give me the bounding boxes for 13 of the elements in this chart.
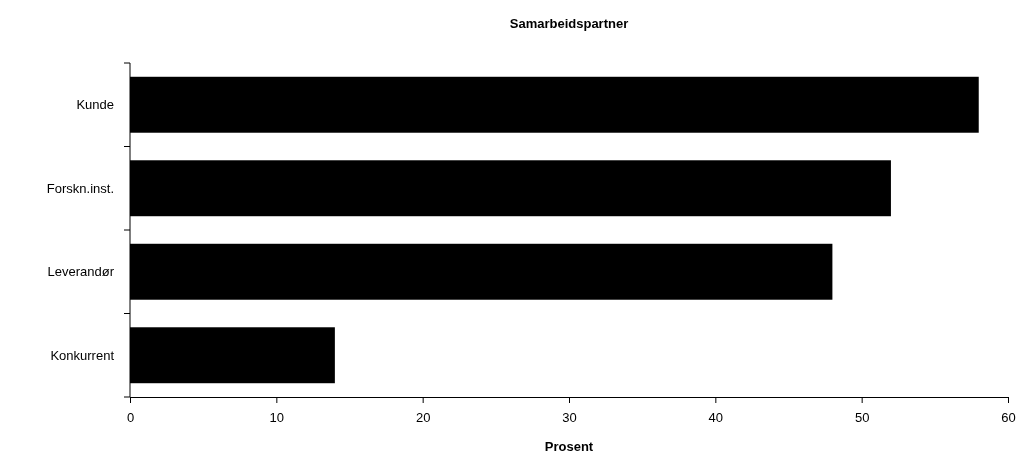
y-tick-label: Kunde <box>76 97 114 113</box>
x-tick-label: 50 <box>854 409 870 425</box>
x-tick-label: 30 <box>562 409 577 425</box>
x-tick-label: 20 <box>415 409 431 425</box>
y-tick-label: Forskn.inst. <box>46 180 114 196</box>
y-tick-label: Konkurrent <box>50 347 115 363</box>
x-tick-label: 60 <box>1001 409 1016 425</box>
x-axis-title: Prosent <box>544 439 594 454</box>
x-tick-label: 40 <box>708 409 724 425</box>
x-tick-label: 10 <box>269 409 285 425</box>
chart-title: Samarbeidspartner <box>509 16 629 31</box>
x-tick-label: 0 <box>126 409 135 425</box>
y-tick-label: Leverandør <box>47 264 115 280</box>
